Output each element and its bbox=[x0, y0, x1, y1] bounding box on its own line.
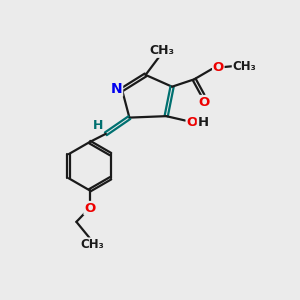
Text: CH₃: CH₃ bbox=[81, 238, 104, 251]
Text: H: H bbox=[92, 119, 103, 132]
Text: H: H bbox=[197, 116, 208, 128]
Text: CH₃: CH₃ bbox=[232, 60, 256, 73]
Text: O: O bbox=[213, 61, 224, 74]
Text: O: O bbox=[186, 116, 197, 128]
Text: N: N bbox=[111, 82, 122, 96]
Text: O: O bbox=[199, 95, 210, 109]
Text: CH₃: CH₃ bbox=[149, 44, 174, 57]
Text: O: O bbox=[84, 202, 95, 214]
